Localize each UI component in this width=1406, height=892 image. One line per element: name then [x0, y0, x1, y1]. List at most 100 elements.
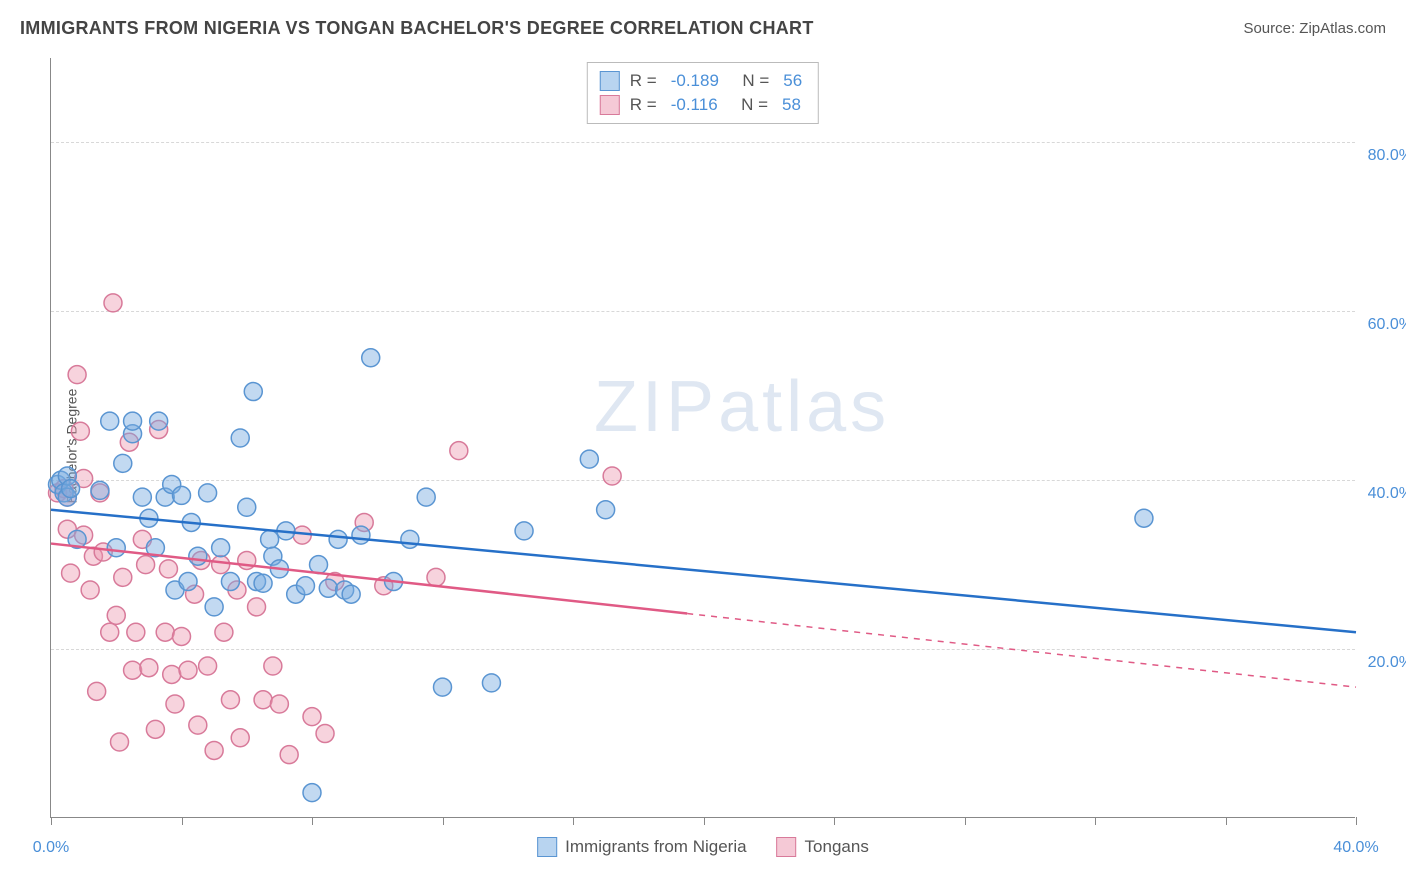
scatter-point — [173, 627, 191, 645]
scatter-point — [482, 674, 500, 692]
scatter-point — [107, 539, 125, 557]
scatter-point — [199, 484, 217, 502]
r-value-series2: -0.116 — [667, 95, 722, 115]
scatter-point — [248, 598, 266, 616]
scatter-point — [124, 412, 142, 430]
y-tick-label: 20.0% — [1368, 654, 1406, 672]
scatter-point — [107, 606, 125, 624]
swatch-series1 — [600, 71, 620, 91]
title-bar: IMMIGRANTS FROM NIGERIA VS TONGAN BACHEL… — [20, 18, 1386, 39]
scatter-point — [166, 695, 184, 713]
scatter-point — [68, 366, 86, 384]
scatter-point — [212, 539, 230, 557]
plot-area: ZIPatlas R = -0.189 N = 56 R = -0.116 N … — [50, 58, 1355, 818]
y-tick-label: 40.0% — [1368, 485, 1406, 503]
scatter-point — [114, 454, 132, 472]
swatch-bottom-series1 — [537, 837, 557, 857]
x-tick — [312, 817, 313, 825]
scatter-point — [62, 564, 80, 582]
scatter-point — [515, 522, 533, 540]
scatter-point — [137, 556, 155, 574]
legend-item-series1: Immigrants from Nigeria — [537, 837, 746, 857]
scatter-point — [238, 498, 256, 516]
scatter-point — [221, 573, 239, 591]
scatter-point — [159, 560, 177, 578]
scatter-point — [88, 682, 106, 700]
scatter-point — [244, 383, 262, 401]
trend-line-solid — [51, 510, 1356, 632]
y-tick-label: 60.0% — [1368, 316, 1406, 334]
x-tick — [704, 817, 705, 825]
scatter-point — [205, 598, 223, 616]
scatter-point — [280, 746, 298, 764]
scatter-point — [91, 481, 109, 499]
scatter-point — [417, 488, 435, 506]
scatter-point — [264, 657, 282, 675]
scatter-point — [173, 486, 191, 504]
scatter-point — [140, 659, 158, 677]
swatch-bottom-series2 — [777, 837, 797, 857]
x-tick — [1226, 817, 1227, 825]
scatter-point — [231, 729, 249, 747]
scatter-point — [101, 623, 119, 641]
legend-label-series2: Tongans — [805, 837, 869, 857]
scatter-point — [231, 429, 249, 447]
scatter-point — [221, 691, 239, 709]
legend-correlation-box: R = -0.189 N = 56 R = -0.116 N = 58 — [587, 62, 819, 124]
scatter-point — [450, 442, 468, 460]
scatter-point — [189, 547, 207, 565]
x-tick-label: 0.0% — [33, 839, 69, 857]
x-tick-label: 40.0% — [1333, 839, 1378, 857]
scatter-point — [603, 467, 621, 485]
scatter-point — [254, 691, 272, 709]
scatter-point — [434, 678, 452, 696]
scatter-point — [212, 556, 230, 574]
trend-line-dashed — [687, 614, 1356, 688]
r-value-series1: -0.189 — [667, 71, 723, 91]
scatter-point — [62, 480, 80, 498]
source-label: Source: ZipAtlas.com — [1243, 20, 1386, 37]
chart-svg — [51, 58, 1355, 817]
scatter-point — [205, 741, 223, 759]
scatter-point — [124, 661, 142, 679]
x-tick — [1356, 817, 1357, 825]
scatter-point — [597, 501, 615, 519]
scatter-point — [111, 733, 129, 751]
legend-row-series1: R = -0.189 N = 56 — [600, 69, 806, 93]
scatter-point — [101, 412, 119, 430]
scatter-point — [71, 422, 89, 440]
chart-container: IMMIGRANTS FROM NIGERIA VS TONGAN BACHEL… — [0, 0, 1406, 892]
scatter-point — [342, 585, 360, 603]
scatter-point — [261, 530, 279, 548]
trend-line-solid — [51, 544, 687, 614]
swatch-series2 — [600, 95, 620, 115]
scatter-point — [254, 574, 272, 592]
scatter-point — [114, 568, 132, 586]
scatter-point — [150, 412, 168, 430]
scatter-point — [156, 623, 174, 641]
x-tick — [182, 817, 183, 825]
x-tick — [573, 817, 574, 825]
scatter-point — [127, 623, 145, 641]
scatter-point — [199, 657, 217, 675]
x-tick — [1095, 817, 1096, 825]
scatter-point — [215, 623, 233, 641]
scatter-point — [303, 708, 321, 726]
scatter-point — [427, 568, 445, 586]
x-tick — [965, 817, 966, 825]
legend-item-series2: Tongans — [777, 837, 869, 857]
scatter-point — [163, 665, 181, 683]
scatter-point — [352, 526, 370, 544]
scatter-point — [179, 661, 197, 679]
scatter-point — [310, 556, 328, 574]
scatter-point — [362, 349, 380, 367]
scatter-point — [329, 530, 347, 548]
scatter-point — [316, 725, 334, 743]
scatter-point — [189, 716, 207, 734]
scatter-point — [401, 530, 419, 548]
scatter-point — [580, 450, 598, 468]
scatter-point — [179, 573, 197, 591]
scatter-point — [146, 720, 164, 738]
y-tick-label: 80.0% — [1368, 147, 1406, 165]
chart-title: IMMIGRANTS FROM NIGERIA VS TONGAN BACHEL… — [20, 18, 814, 39]
